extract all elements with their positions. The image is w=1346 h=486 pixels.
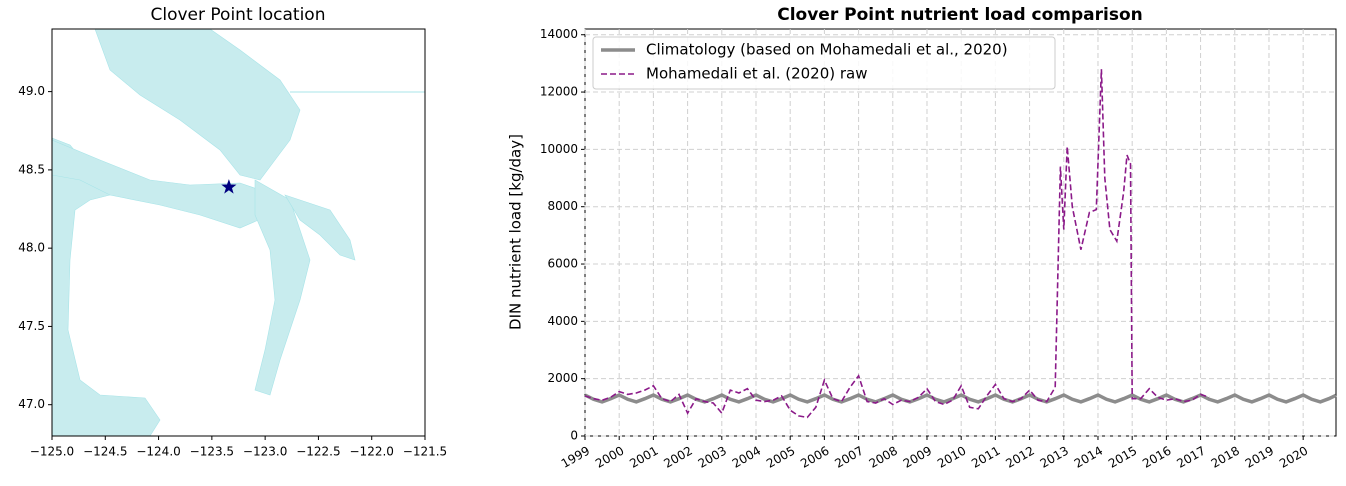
data-line [584,393,1337,404]
x-tick-label: −124.5 [83,445,127,459]
x-tick-label: −124.0 [136,445,180,459]
x-tick-label: 2006 [798,444,831,471]
y-tick-label: 8000 [547,199,578,213]
x-tick-label: 2004 [730,444,763,471]
x-tick-label: 2014 [1072,444,1105,471]
x-tick-label: 2019 [1243,444,1276,471]
y-tick-label: 0 [570,429,578,443]
x-tick-label: 2009 [901,444,934,471]
map-water [52,29,425,436]
map-title: Clover Point location [151,5,326,25]
y-tick-label: 47.0 [18,397,45,411]
x-tick-label: 2000 [593,444,626,471]
y-tick-label: 48.5 [18,162,45,176]
x-tick-label: 2016 [1140,444,1173,471]
x-tick-label: 2015 [1106,444,1139,471]
x-tick-label: 2008 [867,444,900,471]
y-tick-label: 12000 [540,85,578,99]
y-tick-label: 2000 [547,371,578,385]
x-tick-label: −121.5 [403,445,447,459]
y-tick-label: 49.0 [18,84,45,98]
x-tick-label: 2011 [969,444,1002,471]
x-tick-label: 1999 [559,444,592,471]
plot-frame [584,28,1337,437]
x-tick-label: −122.5 [296,445,340,459]
y-tick-label: 47.5 [18,319,45,333]
legend-box [592,36,1056,90]
x-tick-label: 2005 [764,444,797,471]
x-tick-label: −125.0 [30,445,74,459]
x-tick-label: 2013 [1038,444,1071,471]
x-tick-label: 2020 [1277,444,1310,471]
y-tick-label: 6000 [547,257,578,271]
legend-label: Climatology (based on Mohamedali et al.,… [646,41,1008,59]
data-line [584,69,1210,419]
y-tick-label: 48.0 [18,241,45,255]
x-tick-label: 2007 [832,444,865,471]
x-tick-label: 2010 [935,444,968,471]
x-tick-label: 2018 [1209,444,1242,471]
y-axis-label: DIN nutrient load [kg/day] [507,134,525,330]
location-marker [221,179,237,194]
x-tick-label: 2003 [696,444,729,471]
x-tick-label: 2001 [627,444,660,471]
x-tick-label: −123.0 [243,445,287,459]
y-tick-label: 14000 [540,27,578,41]
x-tick-label: 2012 [1003,444,1036,471]
y-tick-label: 4000 [547,314,578,328]
x-tick-label: −123.5 [190,445,234,459]
y-tick-label: 10000 [540,142,578,156]
x-tick-label: 2017 [1174,444,1207,471]
x-tick-label: −122.0 [350,445,394,459]
x-tick-label: 2002 [661,444,694,471]
map-frame [51,28,426,437]
legend-label: Mohamedali et al. (2020) raw [646,65,868,83]
chart-title: Clover Point nutrient load comparison [777,5,1143,25]
